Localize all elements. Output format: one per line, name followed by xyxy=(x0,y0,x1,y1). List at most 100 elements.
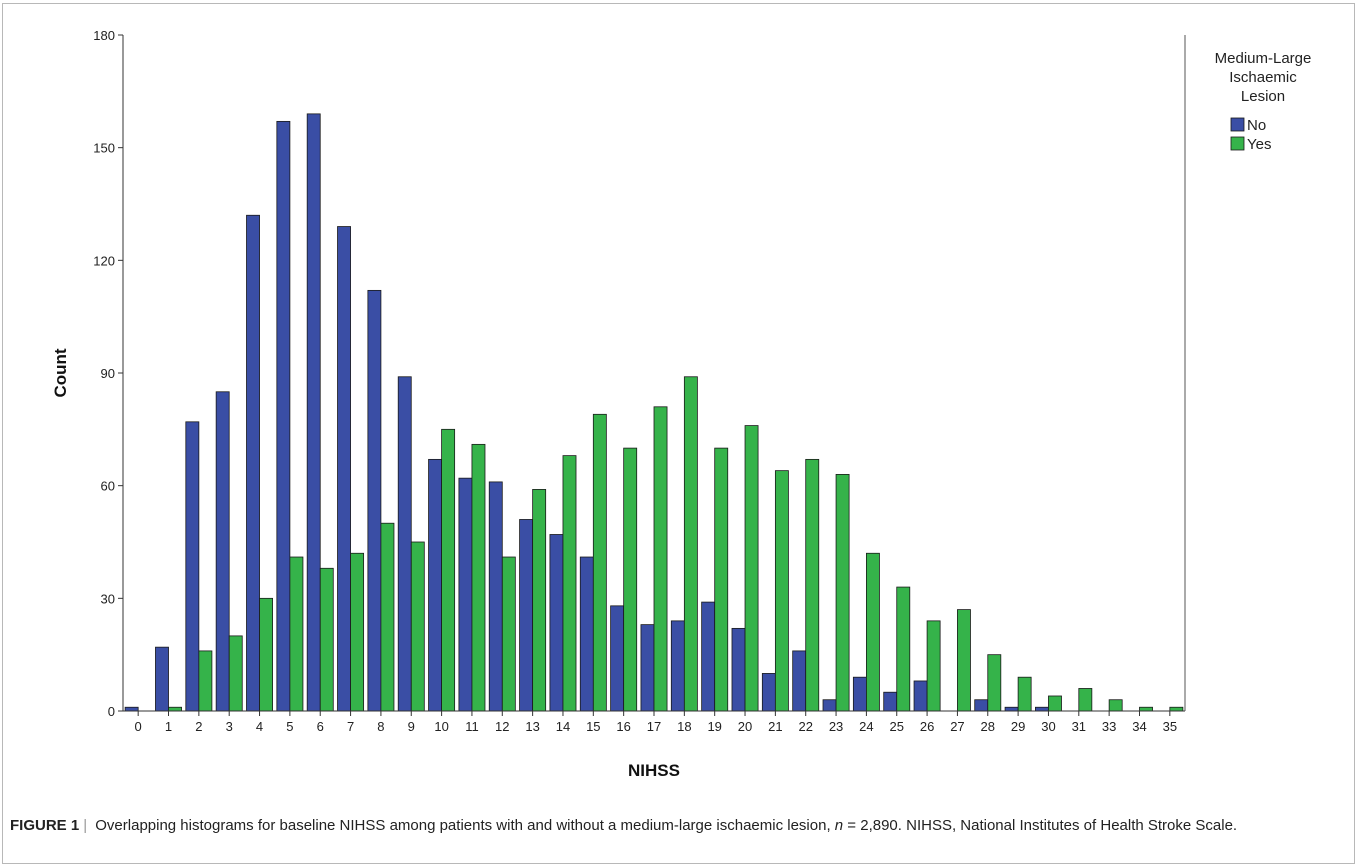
bar-no-3 xyxy=(215,391,230,712)
caption-label: FIGURE 1 xyxy=(10,817,80,834)
x-tick-label: 8 xyxy=(377,719,384,734)
bar-no-0 xyxy=(124,706,139,712)
bar-yes-34 xyxy=(1139,706,1153,712)
y-tick-label: 180 xyxy=(93,28,115,43)
bar-yes-9 xyxy=(410,541,425,712)
bar-no-2 xyxy=(185,421,200,712)
bar-yes-16 xyxy=(623,447,638,712)
bar-no-14 xyxy=(549,534,564,712)
bar-yes-18 xyxy=(683,376,698,712)
x-tick-label: 4 xyxy=(256,719,263,734)
bar-no-1 xyxy=(155,646,169,712)
bar-no-18 xyxy=(670,620,685,712)
x-tick-label: 16 xyxy=(616,719,630,734)
bar-yes-8 xyxy=(380,522,395,712)
x-tick-label: 34 xyxy=(1132,719,1146,734)
x-tick-label: 18 xyxy=(677,719,691,734)
legend-label-no: No xyxy=(1247,117,1266,134)
caption-text-end: = 2,890. NIHSS, National Institutes of H… xyxy=(843,817,1238,834)
x-tick-label: 21 xyxy=(768,719,782,734)
bar-yes-27 xyxy=(957,609,971,712)
bar-yes-23 xyxy=(835,473,850,712)
bar-no-8 xyxy=(367,289,382,712)
bar-no-12 xyxy=(488,481,503,712)
bar-no-5 xyxy=(276,120,291,712)
bar-yes-5 xyxy=(289,556,304,712)
bar-yes-29 xyxy=(1017,676,1032,712)
bar-no-15 xyxy=(579,556,594,712)
x-tick-label: 19 xyxy=(707,719,721,734)
x-tick-label: 10 xyxy=(434,719,448,734)
bar-no-22 xyxy=(792,650,807,712)
bar-no-20 xyxy=(731,627,746,712)
y-tick-label: 150 xyxy=(93,141,115,156)
bar-no-9 xyxy=(397,376,412,712)
bar-yes-4 xyxy=(259,597,273,712)
x-tick-label: 35 xyxy=(1163,719,1177,734)
y-tick-label: 30 xyxy=(101,591,115,606)
bar-no-19 xyxy=(701,601,716,712)
caption-text: Overlapping histograms for baseline NIHS… xyxy=(91,817,835,834)
bar-yes-12 xyxy=(501,556,516,712)
bar-yes-2 xyxy=(198,650,213,712)
x-tick-label: 6 xyxy=(317,719,324,734)
bar-no-6 xyxy=(306,113,321,712)
bar-yes-24 xyxy=(866,552,880,712)
bar-yes-26 xyxy=(926,620,941,712)
x-tick-label: 7 xyxy=(347,719,354,734)
x-tick-label: 24 xyxy=(859,719,873,734)
figure-frame xyxy=(2,3,1355,864)
bar-yes-15 xyxy=(592,413,607,712)
bar-yes-30 xyxy=(1048,695,1062,712)
y-tick-label: 120 xyxy=(93,253,115,268)
bar-no-11 xyxy=(458,477,473,712)
bar-yes-20 xyxy=(744,425,759,712)
bar-yes-7 xyxy=(350,552,365,712)
x-tick-label: 26 xyxy=(920,719,934,734)
bar-yes-25 xyxy=(896,586,911,712)
bar-yes-22 xyxy=(805,458,820,712)
caption-n-variable: n xyxy=(834,817,844,834)
bar-no-10 xyxy=(428,458,442,712)
x-tick-label: 9 xyxy=(408,719,415,734)
x-tick-label: 5 xyxy=(286,719,293,734)
legend-swatch-yes xyxy=(1230,136,1245,151)
bar-yes-17 xyxy=(653,406,668,712)
legend-title-line: Ischaemic xyxy=(1229,69,1297,86)
bar-yes-21 xyxy=(774,470,789,712)
bar-no-21 xyxy=(761,673,776,712)
x-tick-label: 12 xyxy=(495,719,509,734)
bar-yes-11 xyxy=(471,443,486,712)
y-tick-label: 0 xyxy=(108,704,115,719)
bar-yes-1 xyxy=(168,706,182,712)
bar-yes-6 xyxy=(319,567,334,712)
figure-caption: FIGURE 1 | Overlapping histograms for bas… xyxy=(10,815,1345,837)
bar-no-30 xyxy=(1035,706,1049,712)
x-tick-label: 0 xyxy=(135,719,142,734)
y-tick-label: 60 xyxy=(101,479,115,494)
bar-yes-35 xyxy=(1169,706,1184,712)
bar-yes-14 xyxy=(562,455,577,712)
bar-yes-13 xyxy=(532,489,547,712)
bar-no-25 xyxy=(883,691,898,712)
x-tick-label: 13 xyxy=(525,719,539,734)
x-tick-label: 22 xyxy=(798,719,812,734)
x-tick-label: 28 xyxy=(981,719,995,734)
x-tick-label: 2 xyxy=(195,719,202,734)
legend-swatch-no xyxy=(1230,117,1245,132)
bar-yes-3 xyxy=(228,635,243,712)
bar-yes-33 xyxy=(1108,699,1123,712)
x-tick-label: 25 xyxy=(890,719,904,734)
x-tick-label: 20 xyxy=(738,719,752,734)
x-tick-label: 29 xyxy=(1011,719,1025,734)
bar-yes-19 xyxy=(714,447,729,712)
legend-title-line: Medium-Large xyxy=(1215,50,1312,67)
x-tick-label: 3 xyxy=(226,719,233,734)
x-tick-label: 15 xyxy=(586,719,600,734)
x-tick-label: 14 xyxy=(556,719,570,734)
bar-no-23 xyxy=(822,699,837,712)
bar-no-4 xyxy=(246,214,260,712)
legend-label-yes: Yes xyxy=(1247,136,1271,153)
